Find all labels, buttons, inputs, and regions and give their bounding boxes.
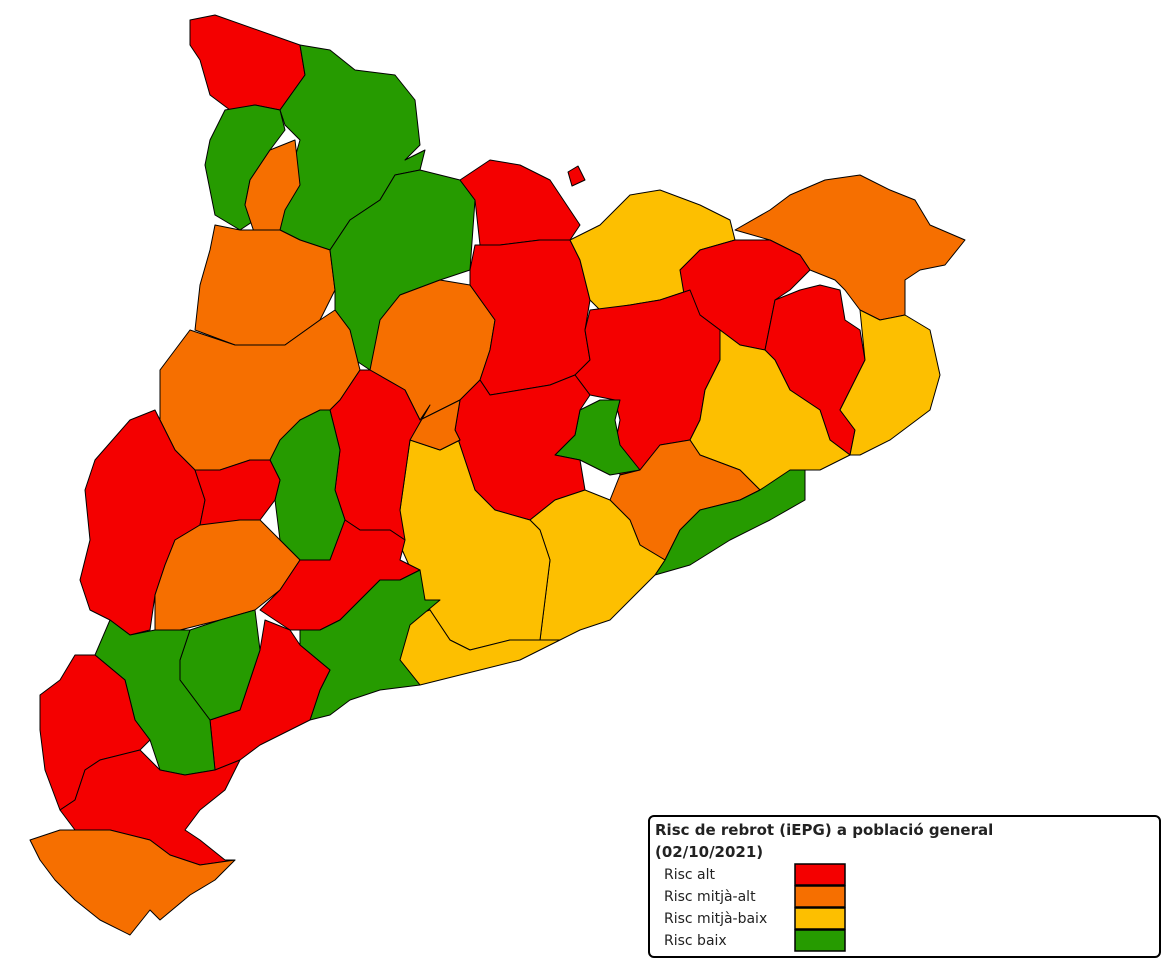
region: [154, 519, 301, 631]
region: [459, 159, 581, 246]
legend-swatch: [794, 907, 846, 930]
region: [839, 309, 941, 456]
region: [734, 174, 966, 321]
region: [567, 165, 586, 187]
legend: Risc de rebrot (iEPG) a població general…: [648, 815, 1161, 958]
region: [689, 329, 851, 491]
region: [269, 409, 346, 561]
region: [194, 459, 281, 526]
region: [409, 399, 461, 451]
legend-label: Risc alt: [664, 867, 716, 883]
legend-box: [648, 815, 1161, 958]
region: [209, 619, 331, 771]
region: [189, 14, 306, 111]
legend-label: Risc mitjà-baix: [664, 911, 767, 927]
legend-label: Risc mitjà-alt: [664, 889, 756, 905]
legend-swatch: [794, 929, 846, 952]
legend-subtitle: (02/10/2021): [655, 843, 763, 861]
legend-label: Risc baix: [664, 933, 727, 949]
region: [654, 469, 806, 576]
legend-swatch: [794, 863, 846, 886]
regions: [29, 14, 966, 936]
legend-title: Risc de rebrot (iEPG) a població general: [655, 821, 993, 839]
legend-swatch: [794, 885, 846, 908]
region: [29, 829, 236, 936]
